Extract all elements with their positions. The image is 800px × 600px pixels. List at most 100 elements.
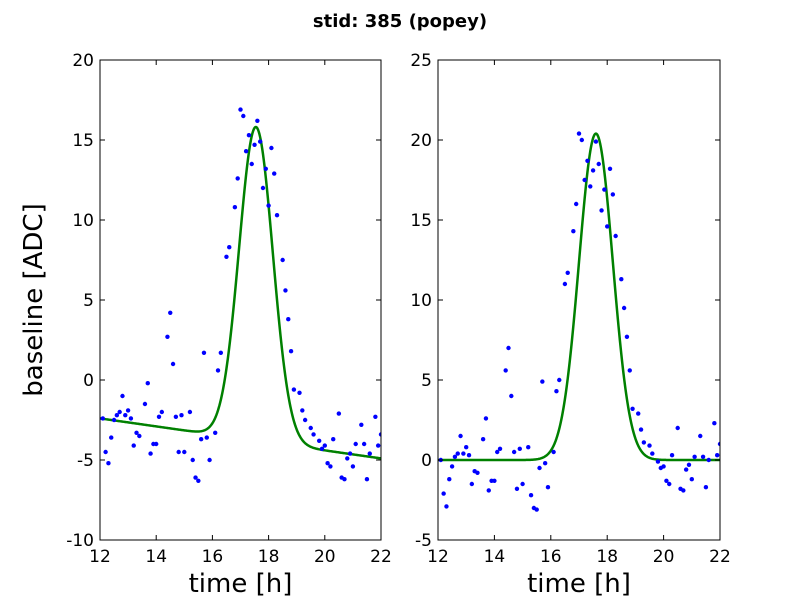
data-point [274, 213, 280, 218]
y-tick-label: -5 [77, 451, 94, 471]
data-point [444, 504, 449, 509]
data-point [100, 416, 106, 421]
data-point [249, 161, 254, 167]
data-point [545, 485, 551, 490]
data-point [190, 457, 195, 463]
data-point [182, 449, 187, 455]
x-tick-label: 14 [145, 547, 167, 567]
data-point [300, 408, 305, 413]
data-point [582, 177, 587, 183]
y-tick-label: 15 [72, 131, 94, 151]
data-point [698, 433, 703, 439]
data-point [246, 133, 252, 138]
data-point [114, 413, 120, 418]
data-point [599, 208, 604, 213]
plot-area [100, 107, 381, 483]
data-point [717, 441, 720, 447]
data-point [455, 451, 460, 456]
data-point [319, 446, 325, 451]
x-tick-label: 12 [89, 547, 111, 567]
data-point [134, 430, 139, 435]
data-point [213, 430, 218, 435]
data-point [325, 461, 330, 466]
data-point [613, 233, 618, 239]
data-point [350, 464, 356, 469]
y-tick-label: 5 [421, 371, 432, 391]
data-point [193, 475, 198, 480]
data-point [243, 149, 249, 154]
data-point [664, 478, 669, 483]
data-point [492, 478, 497, 483]
data-point [179, 413, 184, 418]
data-point [458, 433, 463, 439]
data-point [176, 449, 181, 455]
data-point [252, 142, 257, 147]
data-point [260, 185, 266, 191]
y-tick-label: 0 [421, 451, 432, 471]
data-point [554, 389, 559, 394]
data-point [537, 465, 542, 471]
data-point [630, 406, 635, 411]
data-point [497, 446, 503, 451]
data-point [342, 477, 347, 482]
data-point [596, 161, 601, 167]
plot-area [438, 131, 720, 512]
data-point [359, 422, 364, 427]
data-point [106, 461, 111, 466]
data-point [683, 467, 689, 472]
left-panel: 12 14 16 18 20 22 -10 -5 0 5 10 15 20 time [h] baselin… [19, 51, 392, 599]
data-point [187, 409, 193, 415]
data-point [170, 361, 176, 367]
data-point [120, 393, 125, 399]
data-point [526, 445, 531, 450]
y-axis-label: baseline [ADC] [19, 203, 49, 396]
x-tick-label: 16 [540, 547, 562, 567]
right-panel: 12 14 16 18 20 22 -5 0 5 10 15 20 25 time [h] [410, 51, 730, 599]
data-point [464, 445, 469, 450]
data-point [447, 477, 452, 482]
x-tick-label: 18 [596, 547, 618, 567]
y-tick-label: 0 [83, 371, 94, 391]
data-point [196, 478, 201, 483]
data-point [331, 437, 336, 442]
data-point [375, 443, 381, 448]
data-point [619, 277, 624, 282]
data-point [650, 451, 655, 456]
data-point [218, 350, 224, 355]
data-point [123, 413, 128, 418]
data-point [322, 443, 327, 448]
data-point [452, 454, 458, 459]
data-point [148, 451, 153, 456]
x-tick-label: 22 [709, 547, 731, 567]
data-point [607, 166, 613, 171]
x-tick-label: 14 [484, 547, 506, 567]
data-point [602, 187, 607, 192]
data-point [201, 350, 207, 355]
x-axis-label: time [h] [189, 569, 293, 599]
y-tick-label: 5 [83, 291, 94, 311]
data-point [269, 145, 274, 151]
data-point [311, 432, 316, 437]
data-point [573, 201, 579, 207]
data-point [669, 453, 675, 458]
data-point [111, 417, 117, 423]
data-point [441, 491, 446, 496]
data-point [109, 435, 114, 440]
data-point [168, 310, 173, 315]
data-point [641, 440, 647, 445]
x-tick-label: 20 [314, 547, 336, 567]
data-point [509, 393, 514, 399]
data-point [103, 449, 108, 455]
data-point [593, 139, 599, 144]
data-point [475, 470, 480, 475]
data-point [503, 368, 508, 373]
data-point [345, 456, 350, 461]
data-point [238, 107, 243, 112]
data-point [514, 486, 520, 491]
data-point [706, 457, 711, 463]
data-point [235, 176, 240, 181]
data-point [551, 449, 556, 455]
data-point [588, 184, 593, 189]
data-point [128, 416, 134, 421]
data-point [576, 131, 582, 136]
